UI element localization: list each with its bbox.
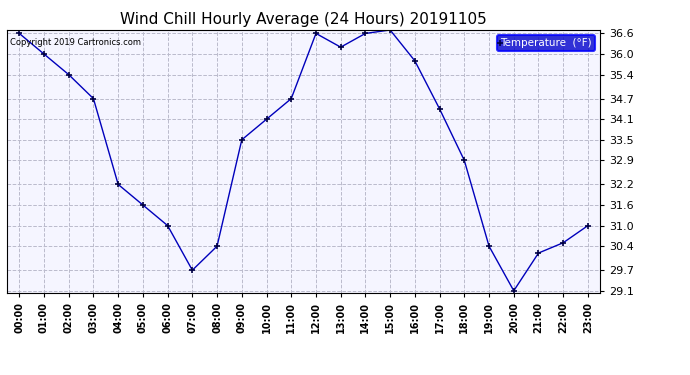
Temperature  (°F) (188, 268, 197, 273)
Temperature  (°F) (89, 96, 97, 101)
Temperature  (°F) (559, 240, 567, 245)
Temperature  (°F) (114, 182, 122, 187)
Title: Wind Chill Hourly Average (24 Hours) 20191105: Wind Chill Hourly Average (24 Hours) 201… (120, 12, 487, 27)
Temperature  (°F) (362, 31, 370, 36)
Temperature  (°F) (337, 45, 345, 50)
Temperature  (°F) (213, 244, 221, 248)
Temperature  (°F) (510, 288, 518, 293)
Temperature  (°F) (386, 28, 394, 32)
Temperature  (°F) (411, 58, 419, 63)
Temperature  (°F) (40, 52, 48, 56)
Temperature  (°F) (435, 106, 444, 111)
Temperature  (°F) (139, 203, 147, 207)
Temperature  (°F) (584, 224, 592, 228)
Temperature  (°F) (262, 117, 270, 122)
Text: Copyright 2019 Cartronics.com: Copyright 2019 Cartronics.com (10, 38, 141, 47)
Temperature  (°F) (287, 96, 295, 101)
Legend: Temperature  (°F): Temperature (°F) (497, 35, 595, 51)
Temperature  (°F) (485, 244, 493, 248)
Temperature  (°F) (164, 224, 172, 228)
Temperature  (°F) (237, 138, 246, 142)
Temperature  (°F) (534, 251, 542, 255)
Line: Temperature  (°F): Temperature (°F) (16, 27, 591, 294)
Temperature  (°F) (312, 31, 320, 36)
Temperature  (°F) (15, 31, 23, 36)
Temperature  (°F) (65, 72, 73, 77)
Temperature  (°F) (460, 158, 469, 163)
